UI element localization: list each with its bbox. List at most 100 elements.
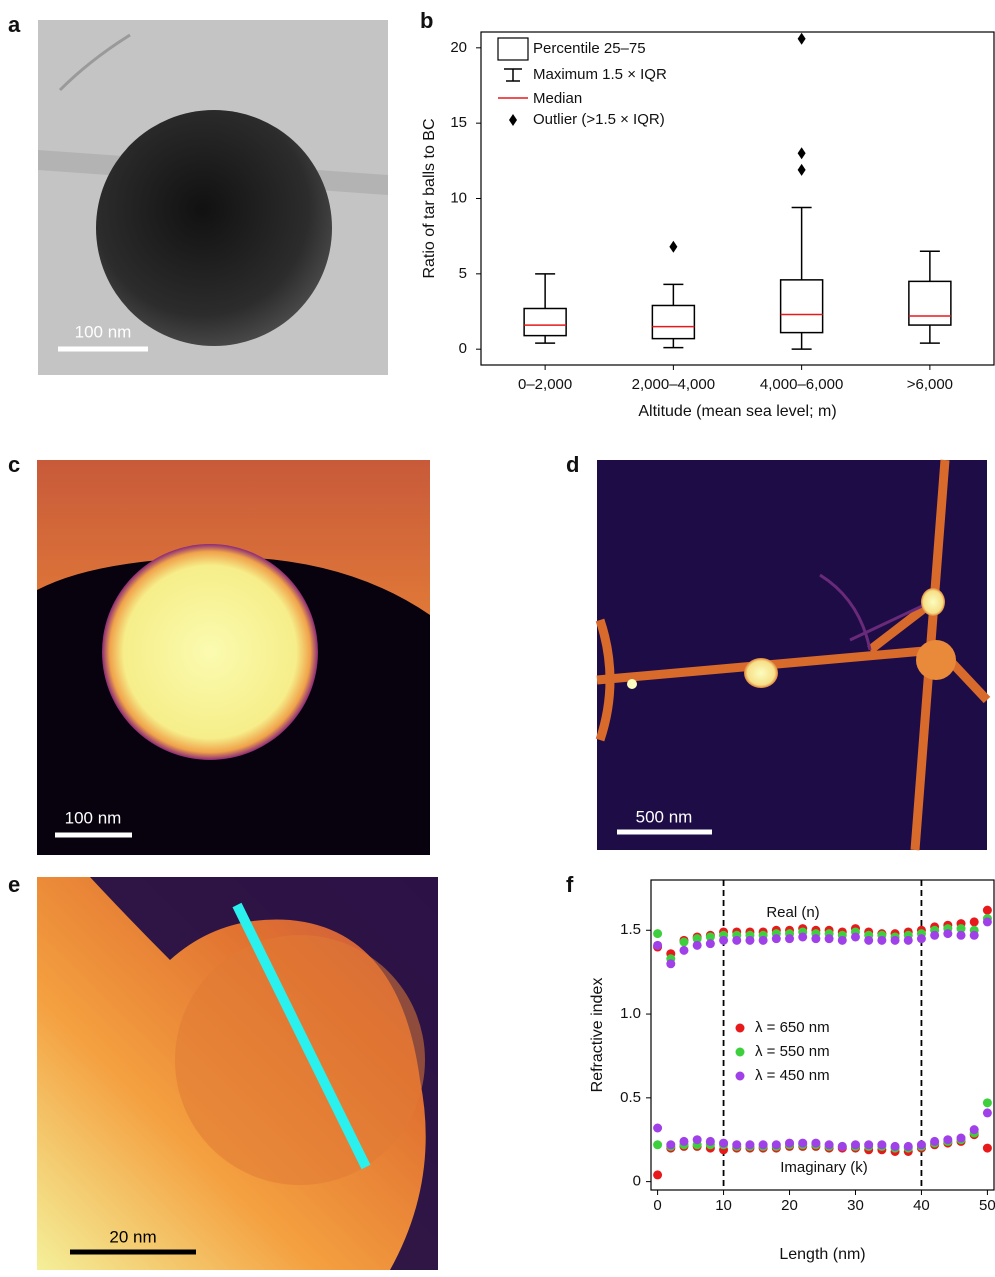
legend-label: λ = 450 nm: [755, 1067, 830, 1084]
data-point: [759, 1140, 768, 1149]
data-point: [930, 1137, 939, 1146]
data-point: [666, 959, 675, 968]
data-point: [943, 1135, 952, 1144]
data-point: [653, 1140, 662, 1149]
box: [652, 305, 694, 338]
circle-shape: [916, 640, 956, 680]
data-point: [851, 932, 860, 941]
legend-outlier-icon: [509, 114, 517, 126]
legend-whisker-icon: [504, 69, 522, 81]
figure: 100 nm 100 nm 500 nm 20 nm a b c d e f 0…: [0, 0, 995, 1277]
data-point: [719, 1139, 728, 1148]
y-tick-label: 10: [450, 189, 467, 206]
data-point: [983, 1098, 992, 1107]
x-axis-label: Length (nm): [779, 1246, 865, 1263]
ellipse-shape: [921, 588, 945, 616]
x-tick-label: 4,000–6,000: [760, 376, 843, 393]
data-point: [653, 941, 662, 950]
data-point: [706, 1137, 715, 1146]
outlier: [798, 147, 806, 159]
outlier: [798, 164, 806, 176]
circle-shape: [96, 110, 332, 346]
panel-e-image: [37, 877, 438, 1270]
data-point: [851, 1140, 860, 1149]
x-tick-label: 10: [715, 1197, 732, 1214]
data-point: [970, 917, 979, 926]
page: {"panels": [ {"label": "a", "scale_bar":…: [0, 0, 995, 1277]
data-point: [970, 931, 979, 940]
data-point: [983, 1144, 992, 1153]
data-point: [825, 934, 834, 943]
data-point: [679, 946, 688, 955]
data-point: [653, 1170, 662, 1179]
data-point: [917, 934, 926, 943]
box: [524, 308, 566, 335]
data-point: [957, 931, 966, 940]
data-point: [745, 1140, 754, 1149]
data-point: [745, 936, 754, 945]
legend-label: λ = 550 nm: [755, 1043, 830, 1060]
x-axis-label: Altitude (mean sea level; m): [638, 403, 836, 420]
x-tick-label: 0: [653, 1197, 661, 1214]
y-tick-label: 15: [450, 114, 467, 131]
data-point: [811, 1139, 820, 1148]
legend-label: Maximum 1.5 × IQR: [533, 66, 667, 83]
data-point: [798, 932, 807, 941]
x-tick-label: 2,000–4,000: [632, 376, 715, 393]
legend-label: λ = 650 nm: [755, 1019, 830, 1036]
data-point: [943, 929, 952, 938]
data-point: [904, 1142, 913, 1151]
legend-label: Median: [533, 90, 582, 107]
data-point: [759, 936, 768, 945]
y-tick-label: 0.5: [620, 1089, 641, 1106]
y-axis-label: Ratio of tar balls to BC: [421, 118, 438, 278]
data-point: [693, 941, 702, 950]
data-point: [877, 1140, 886, 1149]
data-point: [904, 936, 913, 945]
panel-d-image: [597, 460, 987, 850]
x-tick-label: 20: [781, 1197, 798, 1214]
data-point: [785, 934, 794, 943]
data-point: [785, 1139, 794, 1148]
data-point: [706, 939, 715, 948]
y-tick-label: 20: [450, 39, 467, 56]
outlier: [669, 241, 677, 253]
scale-bar-label: 100 nm: [65, 808, 122, 827]
circle-shape: [627, 679, 637, 689]
panel-label: b: [420, 8, 433, 33]
box: [909, 281, 951, 325]
panel-c-image: [37, 460, 430, 855]
y-tick-label: 1.0: [620, 1005, 641, 1022]
data-point: [917, 1140, 926, 1149]
scale-bar-label: 500 nm: [636, 807, 693, 826]
x-tick-label: >6,000: [907, 376, 953, 393]
data-point: [679, 1137, 688, 1146]
data-point: [719, 936, 728, 945]
y-tick-label: 0: [633, 1173, 641, 1190]
data-point: [693, 1135, 702, 1144]
data-point: [838, 936, 847, 945]
data-point: [653, 1124, 662, 1133]
data-point: [825, 1140, 834, 1149]
data-point: [877, 936, 886, 945]
legend-marker: [736, 1072, 745, 1081]
legend-box-icon: [498, 38, 528, 60]
y-tick-label: 5: [459, 265, 467, 282]
y-tick-label: 1.5: [620, 921, 641, 938]
data-point: [864, 936, 873, 945]
data-point: [732, 1140, 741, 1149]
data-point: [679, 938, 688, 947]
data-point: [772, 1140, 781, 1149]
data-point: [838, 1142, 847, 1151]
data-point: [666, 1140, 675, 1149]
ellipse-shape: [744, 658, 778, 688]
data-point: [811, 934, 820, 943]
data-point: [798, 1139, 807, 1148]
data-point: [891, 936, 900, 945]
x-tick-label: 30: [847, 1197, 864, 1214]
box: [781, 280, 823, 333]
data-point: [983, 1108, 992, 1117]
x-tick-label: 0–2,000: [518, 376, 572, 393]
data-point: [653, 929, 662, 938]
data-point: [772, 934, 781, 943]
